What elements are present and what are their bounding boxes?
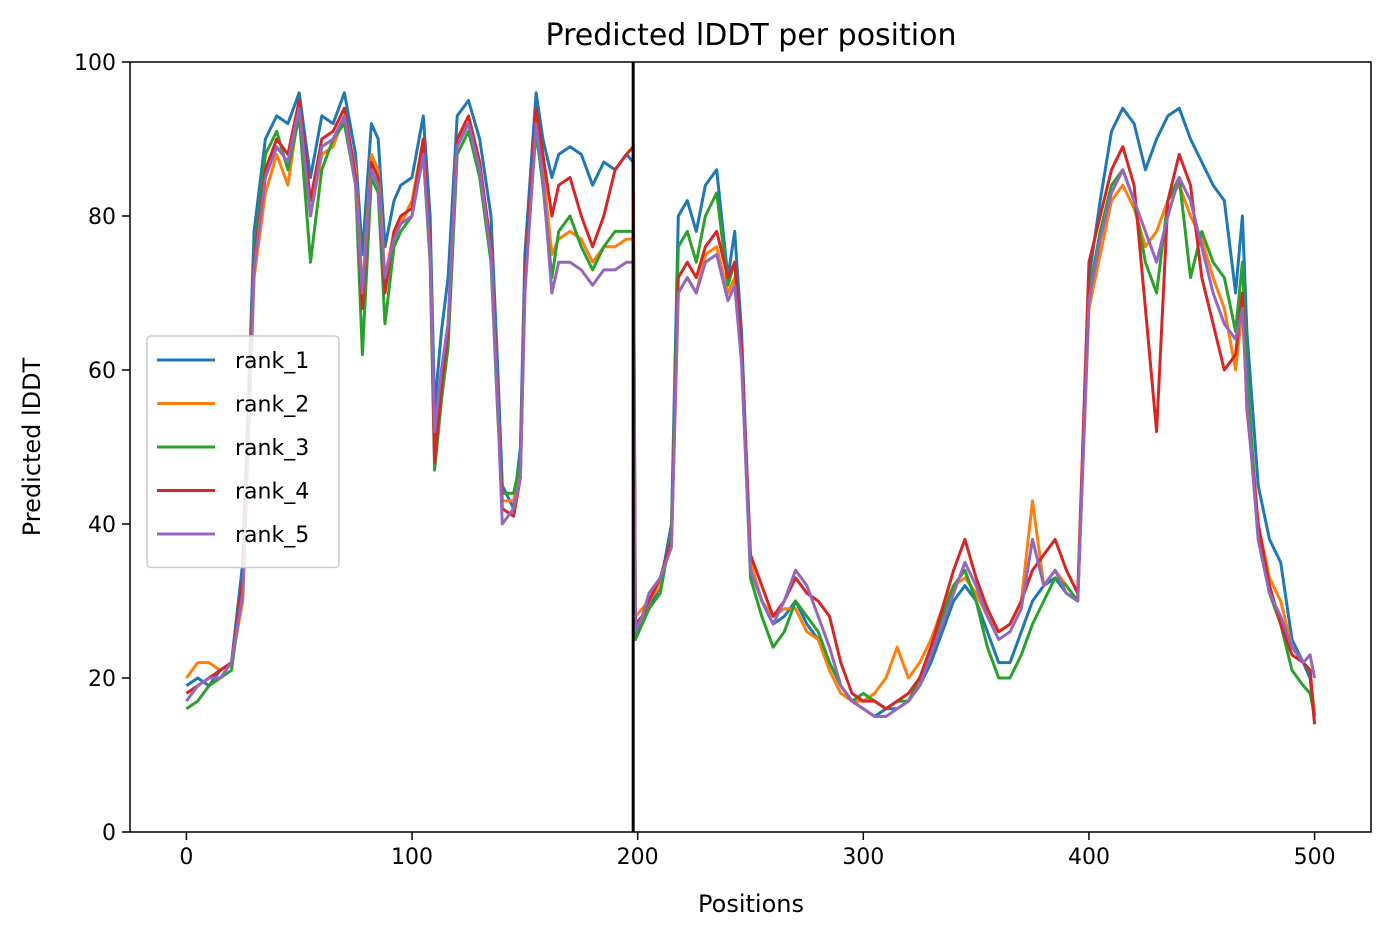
x-tick-label: 300: [842, 845, 884, 870]
y-tick-label: 60: [88, 359, 116, 384]
series-line-rank_5: [185, 106, 1317, 718]
x-axis-label: Positions: [698, 890, 804, 918]
y-tick-label: 100: [74, 51, 116, 76]
legend-label-rank_3: rank_3: [235, 436, 309, 461]
y-tick-label: 20: [88, 667, 116, 692]
y-tick-label: 80: [88, 205, 116, 230]
legend-label-rank_5: rank_5: [235, 523, 309, 548]
legend-box: [146, 335, 340, 569]
x-axis: 0 100 200 300 400 500: [179, 832, 1336, 870]
chart-title: Predicted lDDT per position: [546, 18, 957, 53]
series-layer: [185, 91, 1317, 725]
x-tick-label: 500: [1294, 845, 1336, 870]
y-axis-label: Predicted lDDT: [18, 357, 46, 536]
y-axis: 0 20 40 60 80 100: [74, 51, 130, 846]
plot-area-frame: [129, 61, 1372, 833]
x-tick-label: 400: [1068, 845, 1110, 870]
y-tick-label: 40: [88, 513, 116, 538]
legend-label-rank_2: rank_2: [235, 393, 309, 418]
legend-label-rank_1: rank_1: [235, 349, 309, 374]
x-tick-label: 100: [391, 845, 433, 870]
x-tick-label: 200: [617, 845, 659, 870]
series-line-rank_1: [185, 91, 1317, 725]
x-tick-label: 0: [179, 845, 193, 870]
legend: rank_1 rank_2 rank_3 rank_4 rank_5: [146, 335, 340, 569]
legend-label-rank_4: rank_4: [235, 480, 309, 505]
y-tick-label: 0: [102, 821, 116, 846]
